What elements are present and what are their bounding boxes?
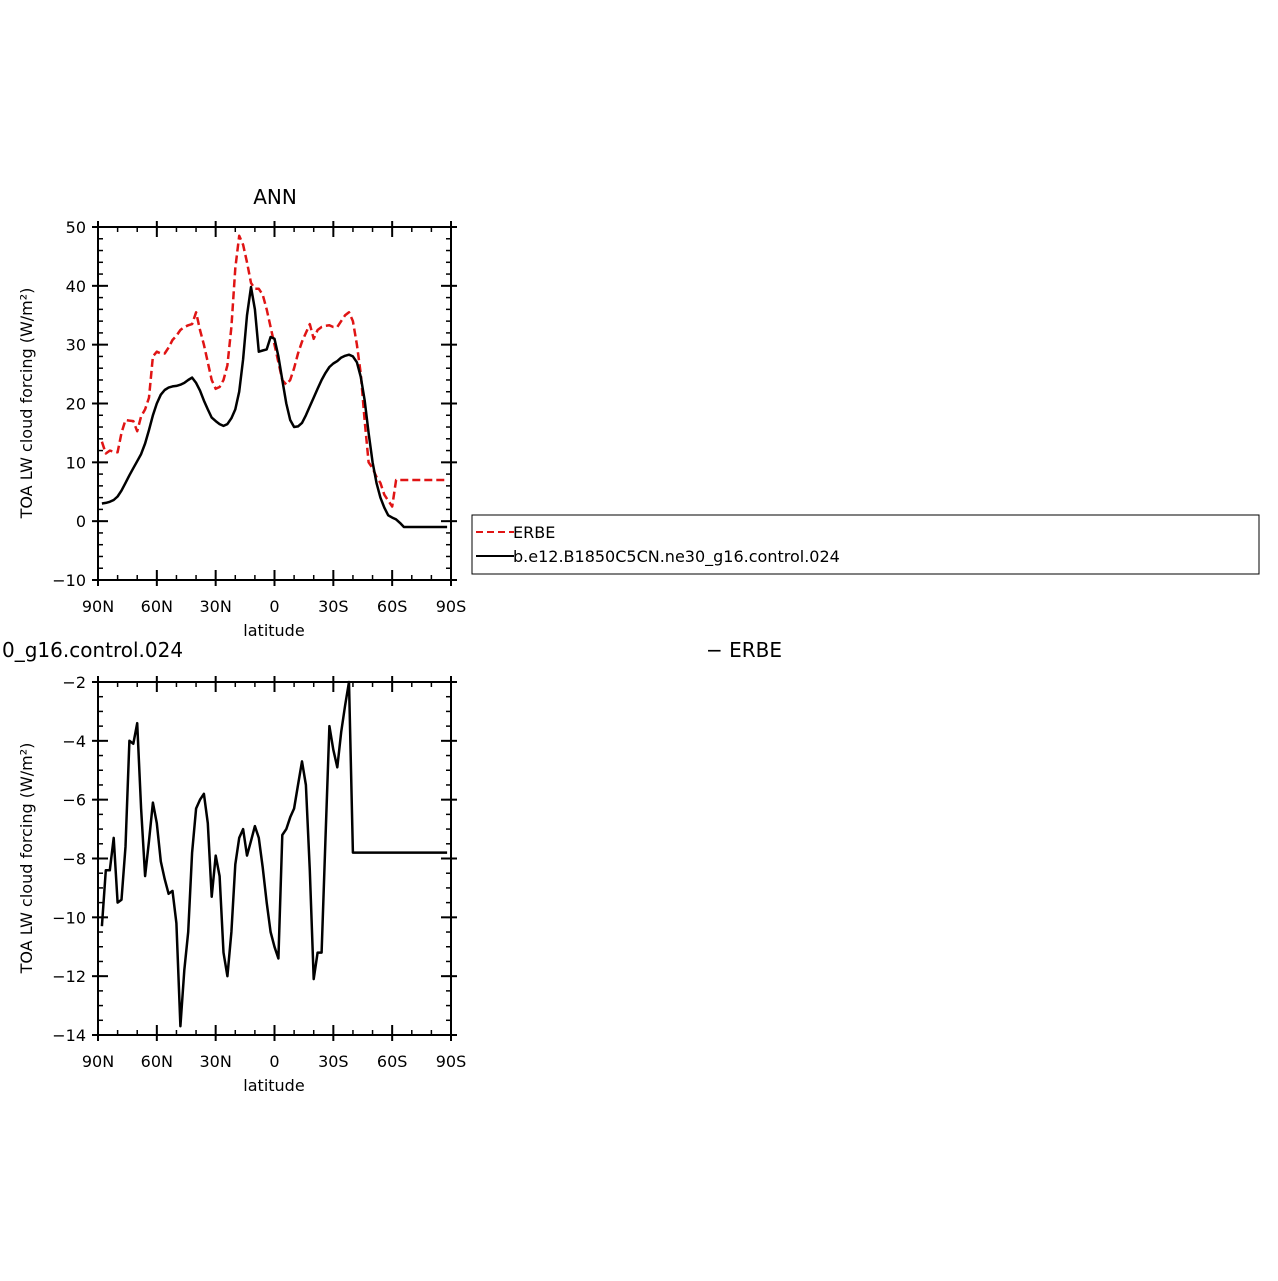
y-tick-label: 50 (66, 218, 86, 237)
plot-frame (97, 226, 452, 581)
y-tick-label: 20 (66, 395, 86, 414)
bottom-plot-area: 90N 60N 30N 0 30S 60S 90S −2 −4 −6 −8 −10 −12 −14 (52, 673, 466, 1071)
bottom-chart-title-left: 0_g16.control.024 (2, 638, 183, 662)
y-tick-label: −8 (62, 850, 86, 869)
y-tick-label: −12 (52, 967, 86, 986)
top-plot-area: 90N 60N 30N 0 30S 60S 90S 50 40 30 20 10 0 −10 (52, 218, 466, 616)
legend: ERBE b.e12.B1850C5CN.ne30_g16.control.02… (471, 514, 1260, 575)
series-line-b-e12-b1850c5cn-ne30-g16-control-024 (101, 285, 448, 529)
series-line-erbe (100, 234, 448, 508)
bottom-chart-title-right: − ERBE (706, 638, 782, 662)
x-tick-label: 0 (269, 1052, 279, 1071)
x-tick-label: 0 (269, 597, 279, 616)
y-tick-label: −10 (52, 908, 86, 927)
legend-model-label: b.e12.B1850C5CN.ne30_g16.control.024 (513, 547, 840, 567)
legend-erbe-label: ERBE (513, 523, 555, 542)
x-tick-label: 60S (377, 1052, 408, 1071)
bottom-x-axis-label: latitude (243, 1076, 304, 1095)
x-tick-label: 60N (141, 597, 173, 616)
x-tick-label: 60N (141, 1052, 173, 1071)
x-tick-label: 90N (82, 1052, 114, 1071)
y-tick-label: −14 (52, 1026, 86, 1045)
y-tick-label: 30 (66, 336, 86, 355)
x-tick-label: 90S (436, 1052, 467, 1071)
y-tick-label: 0 (76, 512, 86, 531)
y-tick-label: 40 (66, 277, 86, 296)
top-y-axis-label: TOA LW cloud forcing (W/m²) (17, 288, 36, 520)
x-tick-label: 30S (318, 1052, 349, 1071)
y-tick-label: −6 (62, 791, 86, 810)
legend-box (471, 514, 1260, 575)
x-tick-label: 30S (318, 597, 349, 616)
plot-frame (97, 681, 452, 1036)
top-chart-title: ANN (253, 185, 297, 209)
y-tick-label: −10 (52, 571, 86, 590)
y-tick-label: −4 (62, 732, 86, 751)
x-tick-label: 30N (200, 597, 232, 616)
bottom-y-axis-label: TOA LW cloud forcing (W/m²) (17, 743, 36, 975)
y-tick-label: −2 (62, 673, 86, 692)
bottom-chart-panel: 0_g16.control.024 − ERBE 90N 60N 30N 0 30S 60… (2, 638, 782, 1095)
y-tick-label: 10 (66, 453, 86, 472)
x-tick-label: 60S (377, 597, 408, 616)
top-chart-panel: ANN 90N 60N 30N 0 30S 60S 90S 50 40 30 20 10 0 −10 la… (17, 185, 466, 640)
x-tick-label: 30N (200, 1052, 232, 1071)
series-line-series-0 (100, 680, 448, 1028)
x-tick-label: 90N (82, 597, 114, 616)
top-x-axis-label: latitude (243, 621, 304, 640)
x-tick-label: 90S (436, 597, 467, 616)
